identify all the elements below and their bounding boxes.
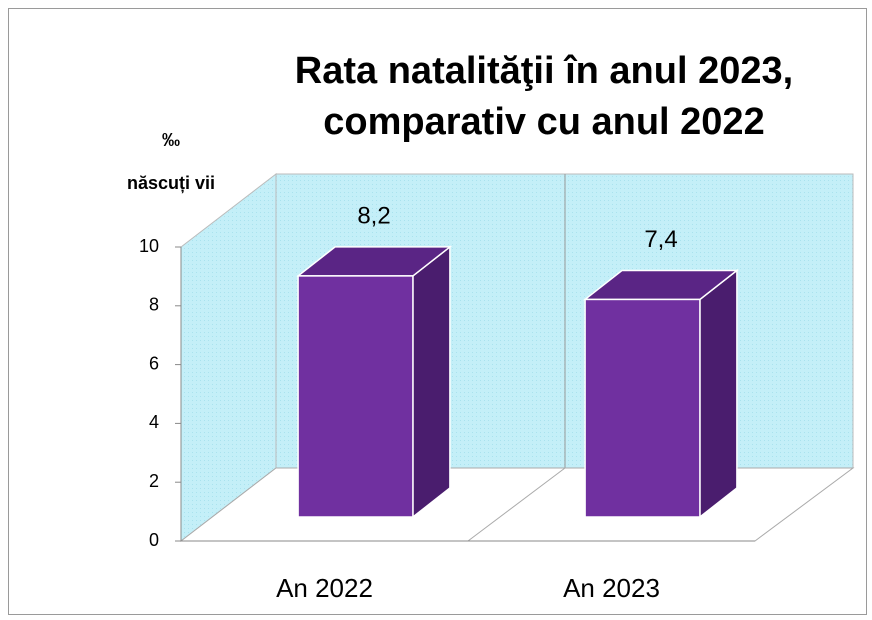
y-axis-label: născuți vii bbox=[127, 173, 215, 193]
bar bbox=[584, 298, 701, 518]
y-tick-label: 10 bbox=[139, 236, 159, 256]
y-axis-label: ‰ bbox=[162, 130, 180, 150]
data-label: 7,4 bbox=[644, 226, 677, 253]
bar-side bbox=[699, 268, 738, 519]
x-tick-label: An 2023 bbox=[563, 573, 660, 603]
bar bbox=[297, 275, 414, 518]
y-tick-label: 0 bbox=[149, 530, 159, 550]
y-tick-label: 4 bbox=[149, 412, 159, 432]
y-tick-label: 6 bbox=[149, 353, 159, 373]
bar-side bbox=[412, 245, 451, 519]
chart-title: comparativ cu anul 2022 bbox=[323, 101, 764, 143]
chart-title: Rata natalităţii în anul 2023, bbox=[295, 50, 793, 92]
y-tick-label: 8 bbox=[149, 295, 159, 315]
data-label: 8,2 bbox=[357, 202, 390, 229]
floor-divider bbox=[467, 467, 566, 542]
y-tick-label: 2 bbox=[149, 471, 159, 491]
x-tick-label: An 2022 bbox=[276, 573, 373, 603]
